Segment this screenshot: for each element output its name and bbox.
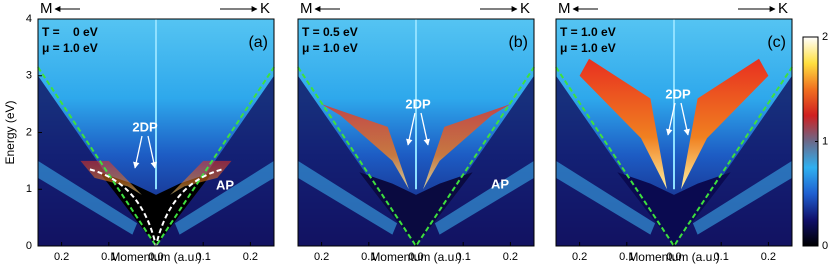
- y-tick-label: 3: [26, 70, 32, 82]
- direction-label: K: [778, 0, 788, 17]
- mode-label: AP: [216, 177, 234, 192]
- x-tick-label: 0.1: [619, 251, 634, 263]
- x-tick-label: 0.1: [714, 251, 729, 263]
- dispersion-line: [555, 66, 793, 248]
- plasmon-band: [579, 58, 667, 190]
- colorbar-tick-label: 0: [822, 240, 828, 252]
- mu-label: μ = 1.0 eV: [560, 41, 616, 55]
- colorbar-tick-label: 1: [822, 135, 828, 147]
- x-tick-label: 0.1: [456, 251, 471, 263]
- mode-label: 2DP: [405, 96, 431, 111]
- x-tick-label: 0.2: [503, 251, 518, 263]
- direction-label: M: [300, 0, 313, 17]
- mode-arrow: [420, 112, 430, 146]
- mode-arrow: [147, 135, 157, 169]
- heatmap-panel: [555, 18, 793, 248]
- acoustic-band: [692, 160, 792, 235]
- x-axis-label: Momentum (a.u.): [110, 250, 201, 264]
- inner-cone: [617, 172, 731, 246]
- x-tick-label: 0.2: [54, 251, 69, 263]
- x-tick-label: 0.2: [314, 251, 329, 263]
- x-axis-label: Momentum (a.u.): [370, 250, 461, 264]
- mode-label: 2DP: [665, 86, 691, 101]
- x-tick-label: 0.2: [243, 251, 258, 263]
- y-tick-label: 0: [26, 240, 32, 252]
- y-tick-label: 2: [26, 126, 32, 138]
- plasmon-band: [681, 58, 769, 190]
- mu-label: μ = 1.0 eV: [42, 41, 98, 55]
- acoustic-band: [174, 160, 274, 235]
- x-tick-label: 0.2: [572, 251, 587, 263]
- colorbar-tick-label: 2: [822, 31, 828, 43]
- x-tick-label: 0.0: [408, 251, 423, 263]
- y-tick-label: 4: [26, 13, 32, 25]
- y-axis-label: Energy (eV): [3, 100, 17, 164]
- mode-arrow: [680, 102, 690, 136]
- mode-label: AP: [491, 176, 509, 191]
- panel-label: (b): [508, 34, 528, 51]
- plasmon-band: [423, 104, 511, 190]
- direction-label: K: [260, 0, 270, 17]
- x-tick-label: 0.1: [196, 251, 211, 263]
- acoustic-band: [434, 160, 534, 235]
- acoustic-band: [298, 160, 398, 235]
- acoustic-band: [38, 160, 138, 235]
- dispersion-line: [297, 66, 535, 248]
- x-tick-label: 0.1: [101, 251, 116, 263]
- dispersion-line: [37, 66, 275, 248]
- panel-label: (c): [767, 34, 786, 51]
- mu-label: μ = 1.0 eV: [302, 41, 358, 55]
- plasmon-band: [170, 160, 232, 195]
- plasmon-band: [321, 104, 409, 190]
- direction-label: K: [520, 0, 530, 17]
- direction-label: M: [40, 0, 53, 17]
- y-tick-label: 1: [26, 183, 32, 195]
- temperature-label: T = 0 eV: [42, 25, 98, 39]
- temperature-label: T = 0.5 eV: [302, 25, 358, 39]
- panel-label: (a): [248, 34, 268, 51]
- heatmap-panel: [297, 18, 535, 248]
- x-tick-label: 0.2: [761, 251, 776, 263]
- direction-label: M: [558, 0, 571, 17]
- heatmap-panel: [37, 18, 275, 248]
- x-axis-label: Momentum (a.u.): [628, 250, 719, 264]
- mode-arrow: [133, 135, 143, 169]
- temperature-label: T = 1.0 eV: [560, 25, 616, 39]
- mode-label: 2DP: [132, 119, 158, 134]
- x-tick-label: 0.0: [666, 251, 681, 263]
- inner-cone: [359, 172, 473, 246]
- mode-arrow: [406, 112, 416, 146]
- acoustic-band: [556, 160, 656, 235]
- x-tick-label: 0.1: [361, 251, 376, 263]
- mode-arrow: [666, 102, 676, 136]
- x-tick-label: 0.0: [148, 251, 163, 263]
